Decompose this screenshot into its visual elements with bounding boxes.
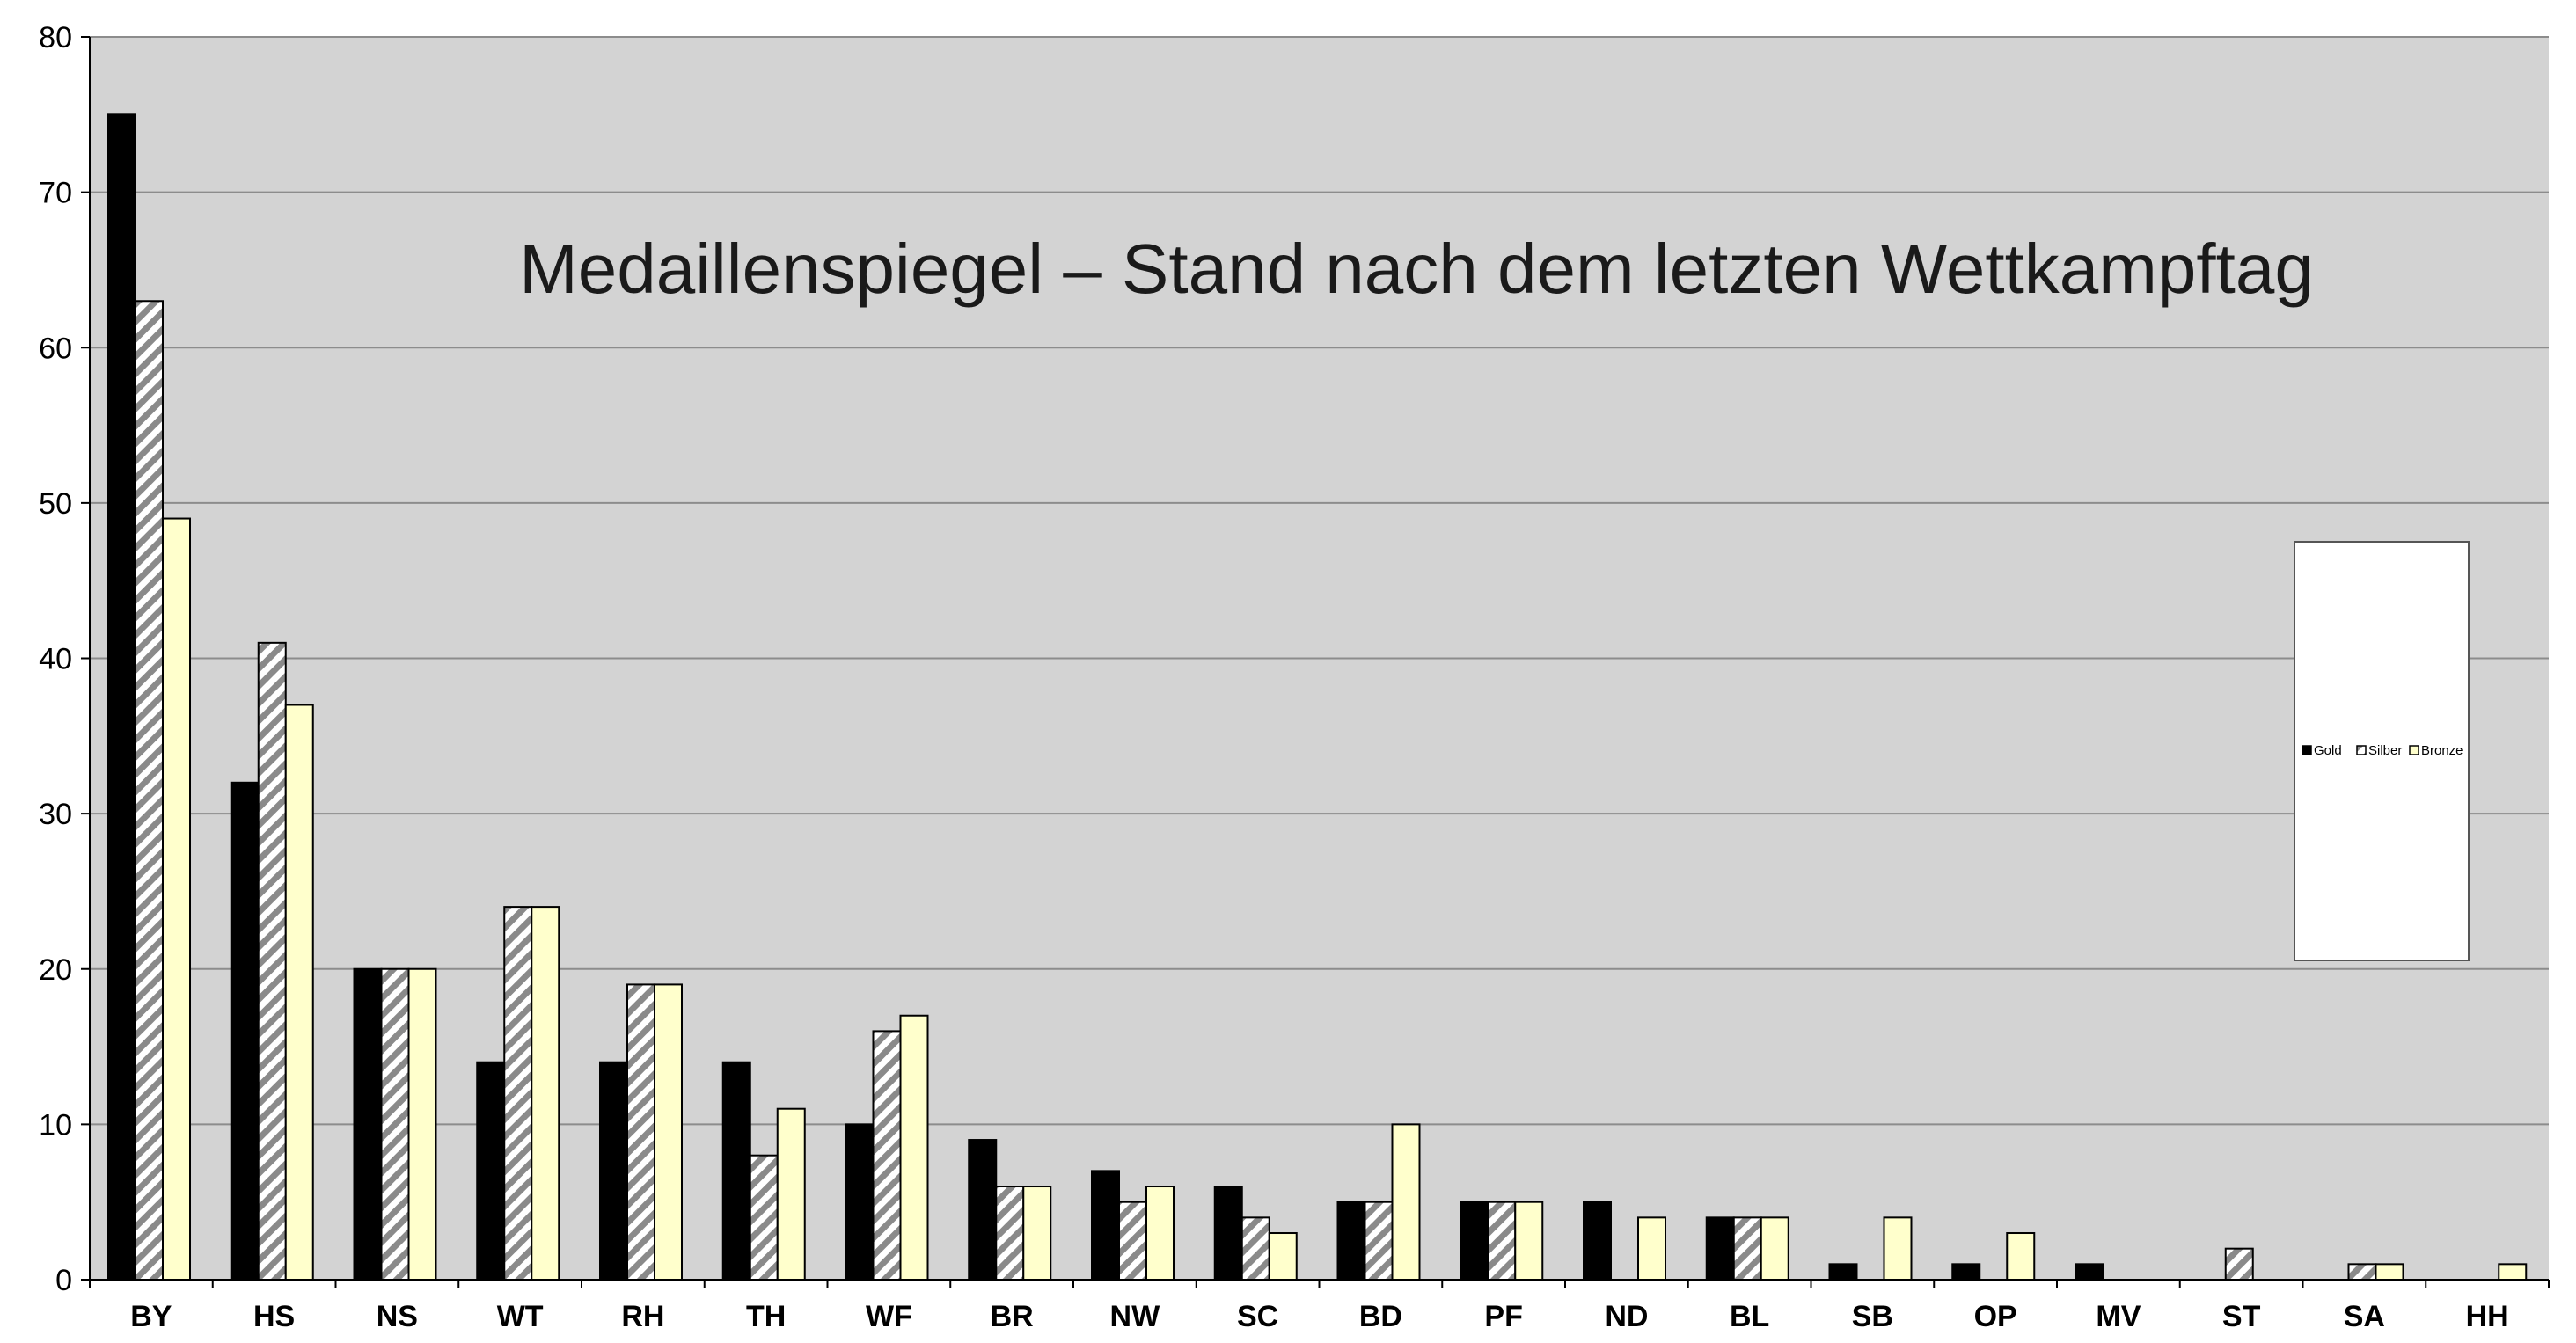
x-tick-label: WT	[497, 1300, 544, 1333]
y-tick-label: 40	[39, 643, 72, 676]
bar-silber-sc	[1240, 1216, 1270, 1281]
bar-silber-ns	[380, 967, 410, 1281]
bar-gold-nw	[1091, 1170, 1120, 1281]
x-tick-label: SC	[1237, 1300, 1278, 1333]
bar-gold-by	[107, 113, 136, 1281]
bar-gold-th	[721, 1061, 751, 1281]
bar-bronze-sa	[2375, 1263, 2404, 1281]
y-tick-label: 10	[39, 1108, 72, 1142]
x-tick-label: ST	[2222, 1300, 2261, 1333]
x-tick-label: TH	[746, 1300, 786, 1333]
x-tick-label: BR	[991, 1300, 1034, 1333]
bar-silber-bd	[1364, 1201, 1394, 1281]
bar-gold-br	[968, 1139, 998, 1281]
bar-bronze-sb	[1883, 1216, 1913, 1281]
bar-bronze-wf	[899, 1014, 929, 1281]
y-tick-label: 30	[39, 798, 72, 831]
bar-gold-pf	[1460, 1201, 1489, 1281]
bars	[107, 113, 2528, 1281]
x-tick-label: RH	[621, 1300, 664, 1333]
x-tick-label: SA	[2344, 1300, 2385, 1333]
legend-box	[2294, 541, 2470, 961]
x-tick-label: ND	[1605, 1300, 1648, 1333]
x-tick-label: HH	[2466, 1300, 2509, 1333]
bar-gold-ns	[353, 967, 383, 1281]
y-tick-label: 80	[39, 21, 72, 55]
bar-gold-nd	[1583, 1201, 1612, 1281]
bar-gold-wt	[476, 1061, 506, 1281]
x-tick-label: BD	[1359, 1300, 1402, 1333]
x-axis-ticks: BY HS NS WT RH TH WF BR NW SC BD PF ND BL SB OP MV ST SA HH	[89, 1280, 2550, 1333]
bar-silber-hs	[257, 641, 287, 1281]
bar-silber-sa	[2347, 1263, 2377, 1281]
bar-bronze-bd	[1391, 1123, 1421, 1281]
x-tick-label: BY	[130, 1300, 172, 1333]
y-tick-label: 0	[55, 1264, 72, 1297]
legend-label-silber: Silber	[2368, 743, 2402, 758]
x-tick-label: HS	[253, 1300, 295, 1333]
x-tick-label: NW	[1110, 1300, 1161, 1333]
bar-bronze-ns	[407, 967, 437, 1281]
bar-gold-sb	[1828, 1263, 1858, 1281]
x-tick-label: SB	[1852, 1300, 1893, 1333]
bar-bronze-bl	[1760, 1216, 1789, 1281]
bar-gold-rh	[599, 1061, 628, 1281]
legend-swatch-bronze	[2409, 745, 2419, 755]
bar-bronze-rh	[654, 983, 683, 1281]
bar-silber-wt	[503, 906, 533, 1281]
bar-silber-br	[995, 1186, 1025, 1281]
bar-silber-rh	[626, 983, 655, 1281]
x-tick-label: WF	[866, 1300, 912, 1333]
bar-silber-nw	[1118, 1201, 1147, 1281]
x-tick-label: OP	[1974, 1300, 2017, 1333]
legend-swatch-gold	[2302, 745, 2312, 755]
x-tick-label: MV	[2096, 1300, 2141, 1333]
bar-gold-bd	[1336, 1201, 1366, 1281]
bar-bronze-pf	[1514, 1201, 1544, 1281]
y-tick-label: 60	[39, 332, 72, 365]
bar-bronze-op	[2006, 1232, 2036, 1281]
legend-swatch-silber	[2356, 745, 2367, 755]
bar-bronze-nd	[1637, 1216, 1666, 1281]
chart-title: Medaillenspiegel – Stand nach dem letzte…	[519, 230, 2314, 308]
x-tick-label: PF	[1484, 1300, 1522, 1333]
bar-silber-th	[749, 1154, 779, 1281]
y-tick-label: 50	[39, 487, 72, 521]
bar-gold-hs	[230, 781, 260, 1281]
bar-gold-bl	[1705, 1216, 1735, 1281]
bar-bronze-br	[1022, 1186, 1052, 1281]
bar-bronze-wt	[531, 906, 560, 1281]
bar-bronze-th	[776, 1107, 806, 1281]
legend-label-gold: Gold	[2314, 743, 2342, 758]
x-tick-label: NS	[377, 1300, 418, 1333]
bar-gold-op	[1951, 1263, 1981, 1281]
bar-bronze-hh	[2498, 1263, 2528, 1281]
bar-silber-pf	[1487, 1201, 1517, 1281]
bar-silber-wf	[872, 1030, 902, 1281]
y-tick-label: 20	[39, 953, 72, 987]
bar-silber-by	[135, 300, 164, 1281]
bar-bronze-hs	[284, 704, 314, 1281]
bar-gold-sc	[1213, 1186, 1243, 1281]
bar-silber-bl	[1732, 1216, 1762, 1281]
bar-silber-st	[2224, 1247, 2254, 1281]
bar-gold-wf	[845, 1123, 875, 1281]
bar-bronze-sc	[1268, 1232, 1298, 1281]
legend-label-bronze: Bronze	[2421, 743, 2463, 758]
x-tick-label: BL	[1730, 1300, 1769, 1333]
bar-bronze-by	[162, 517, 191, 1281]
legend: Gold Silber Bronze	[2294, 541, 2470, 961]
y-axis-ticks: 0 10 20 30 40 50 60 70 80	[39, 21, 90, 1297]
y-tick-label: 70	[39, 177, 72, 210]
bar-bronze-nw	[1145, 1186, 1175, 1281]
bar-gold-mv	[2075, 1263, 2104, 1281]
